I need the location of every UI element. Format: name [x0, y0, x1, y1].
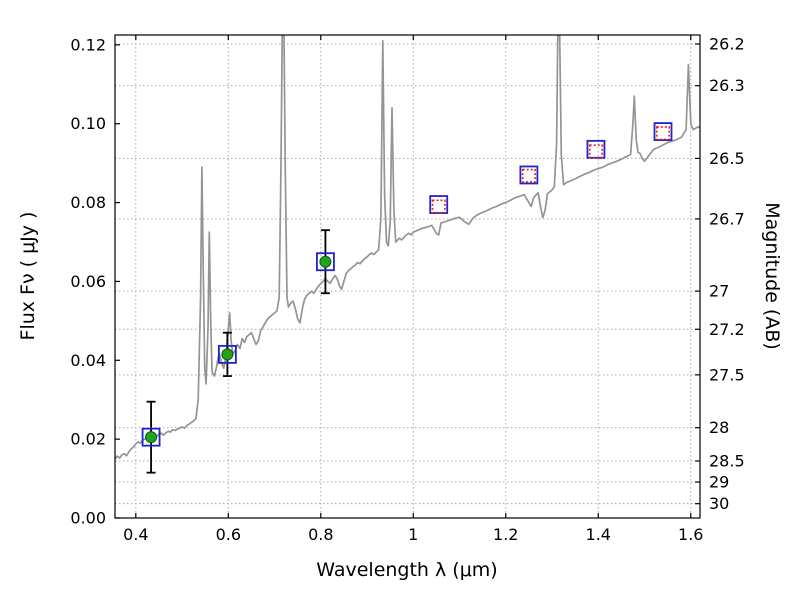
y-right-tick-label: 30 [709, 494, 729, 513]
photometry-square-marker [141, 427, 161, 447]
y-right-tick-label: 26.5 [709, 149, 745, 168]
grid-layer [115, 35, 700, 518]
model-photometry-square-marker [588, 144, 603, 159]
model-photometry-square-marker [521, 168, 536, 183]
y-right-tick-label: 27 [709, 282, 729, 301]
plot-border [114, 34, 701, 519]
y-left-tick-label: 0.00 [70, 509, 106, 528]
data-layer [115, 35, 700, 474]
y-left-tick-label: 0.12 [70, 35, 106, 54]
x-tick-label: 1.6 [678, 525, 703, 544]
y-right-tick-label: 28 [709, 418, 729, 437]
y-right-tick-label: 28.5 [709, 452, 745, 471]
photometry-square-marker [653, 122, 673, 141]
y-axis-label-right: Magnitude (AB) [761, 202, 783, 350]
y-right-tick-label: 26.2 [709, 34, 745, 53]
y-right-tick-label: 26.3 [709, 76, 745, 95]
axis-layer: 0.4 0.6 0.8 1 1.2 1.4 1.6 0.00 0.02 0.04 0.06 0.08 0… [70, 34, 745, 544]
model-photometry-square-marker [656, 126, 671, 141]
y-right-tick-label: 27.5 [709, 365, 745, 384]
y-left-tick-label: 0.06 [70, 272, 106, 291]
y-right-tick-label: 27.2 [709, 320, 745, 339]
photometry-square-marker [519, 165, 539, 185]
x-tick-label: 0.6 [216, 525, 241, 544]
y-right-tick-label: 29 [709, 473, 729, 492]
y-right-tick-label: 26.7 [709, 209, 745, 228]
photometry-square-marker [316, 252, 335, 272]
photometry-square-marker [586, 139, 606, 159]
x-tick-label: 0.4 [123, 525, 148, 544]
spectrum-line [115, 35, 700, 460]
y-left-tick-label: 0.10 [70, 114, 106, 133]
x-axis-label: Wavelength λ (μm) [316, 559, 497, 581]
model-photometry-square-marker [431, 199, 446, 214]
y-axis-label-left: Flux Fν ( μJy ) [17, 212, 39, 341]
y-left-tick-label: 0.04 [70, 351, 106, 370]
x-tick-label: 1.4 [586, 525, 611, 544]
y-left-tick-label: 0.08 [70, 193, 106, 212]
photometry-square-marker [217, 344, 237, 364]
x-tick-label: 1 [408, 525, 418, 544]
x-tick-label: 0.8 [308, 525, 333, 544]
photometry-square-marker [429, 195, 449, 214]
observed-point-marker [319, 255, 332, 268]
observed-point-marker [221, 348, 234, 361]
observed-point-marker [145, 431, 158, 444]
y-left-tick-label: 0.02 [70, 430, 106, 449]
x-tick-label: 1.2 [493, 525, 518, 544]
